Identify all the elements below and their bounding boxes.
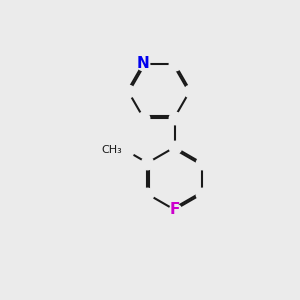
Text: F: F [169,202,180,217]
Text: N: N [137,56,150,71]
Text: CH₃: CH₃ [102,145,122,154]
